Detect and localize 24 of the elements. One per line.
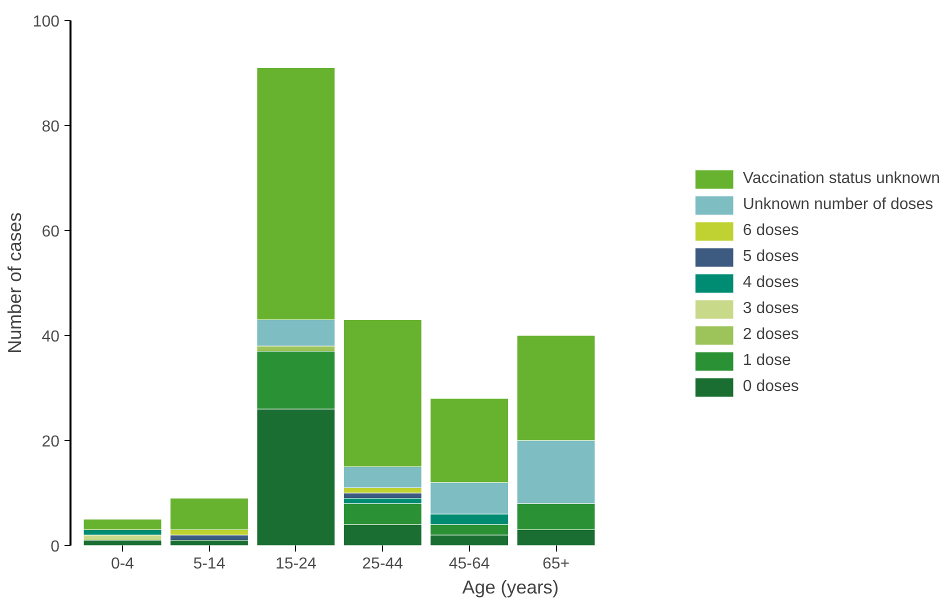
legend-label: 1 dose [742, 350, 791, 370]
x-tick-label: 65+ [542, 556, 570, 572]
y-tick-label: 60 [42, 224, 60, 240]
bar [170, 540, 249, 546]
legend-label: 5 doses [742, 246, 799, 266]
x-tick-label: 15-24 [275, 556, 316, 572]
legend-label: 3 doses [742, 298, 799, 318]
legend-label: Vaccination status unknown [742, 168, 940, 188]
y-tick-label: 0 [50, 538, 60, 556]
x-tick-label: 45-64 [448, 556, 490, 572]
y-tick-label: 40 [42, 328, 60, 346]
x-tick-label: 0-4 [110, 556, 134, 572]
legend-label: Unknown number of doses [742, 194, 934, 214]
legend-label: 6 doses [742, 220, 799, 240]
legend-label: 0 doses [742, 376, 799, 396]
legend-label: 2 doses [742, 324, 799, 344]
y-tick-label: 20 [42, 434, 60, 450]
legend-label: 4 doses [742, 272, 799, 292]
x-axis-title: Age (years) [462, 576, 559, 598]
y-tick-label: 80 [42, 118, 60, 136]
y-tick-label: 100 [32, 14, 60, 30]
y-axis-title: Number of cases [4, 212, 25, 354]
x-tick-label: 25-44 [362, 556, 404, 572]
x-tick-label: 5-14 [193, 556, 226, 572]
